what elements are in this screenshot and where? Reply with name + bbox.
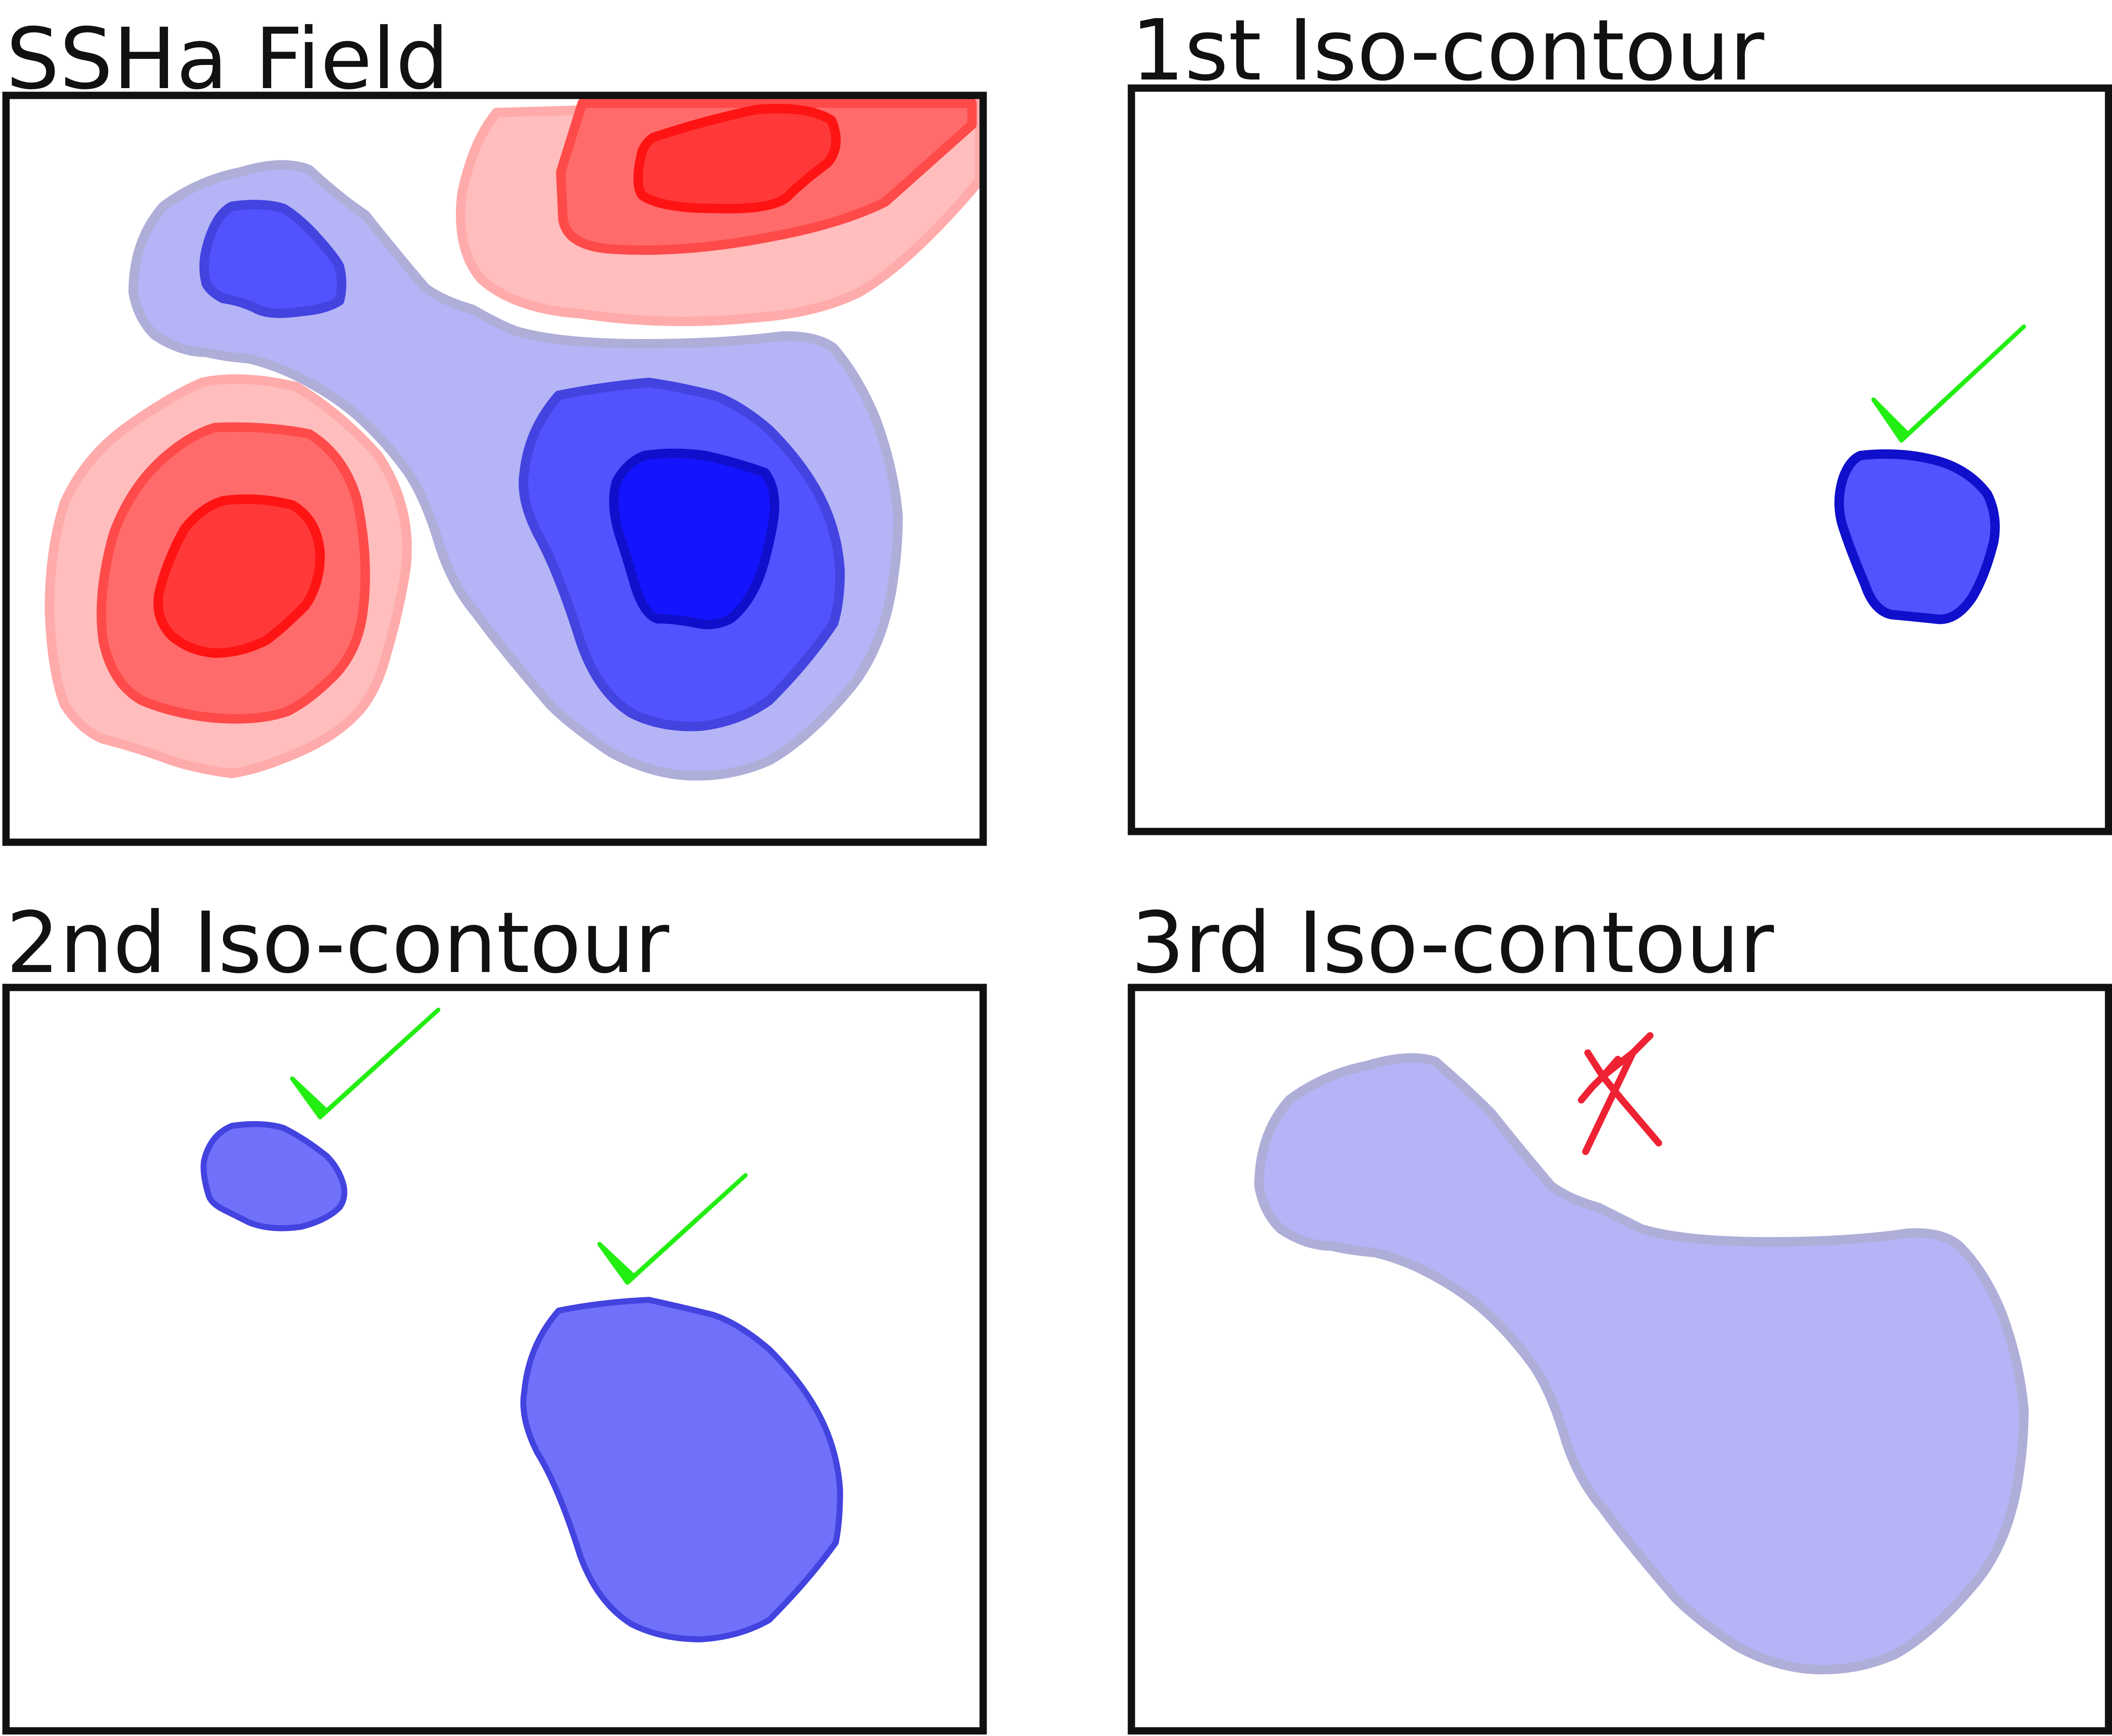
positive-anomaly-top-core — [633, 104, 841, 214]
panel-frame — [1128, 984, 2112, 1735]
check-icon — [1871, 324, 2026, 443]
check-icon — [597, 1173, 748, 1285]
panel-title: 3rd Iso-contour — [1131, 894, 1774, 992]
detected-eddy-contour — [1834, 449, 2000, 624]
panel-3rd-iso-contour: 3rd Iso-contour — [1128, 894, 2112, 1735]
check-icon — [290, 1008, 440, 1119]
detected-eddy-contour-small — [200, 1121, 348, 1232]
panel-frame — [2, 984, 987, 1735]
rejected-contour — [1254, 1053, 2029, 1675]
panel-ssha-field: SSHa Field — [2, 10, 987, 846]
panel-frame — [2, 92, 987, 846]
panel-frame — [1128, 84, 2112, 835]
panel-title: 1st Iso-contour — [1131, 2, 1764, 100]
negative-anomaly-small-core — [199, 200, 346, 318]
cross-icon — [1578, 1032, 1662, 1155]
positive-anomaly-left-core — [153, 494, 325, 658]
ssha-field-map — [45, 97, 981, 781]
panel-title: 2nd Iso-contour — [6, 894, 669, 992]
detected-eddy-contour-large — [520, 1297, 843, 1642]
panel-1st-iso-contour: 1st Iso-contour — [1128, 2, 2112, 835]
panel-2nd-iso-contour: 2nd Iso-contour — [2, 894, 987, 1735]
negative-anomaly-main-core — [609, 449, 779, 630]
